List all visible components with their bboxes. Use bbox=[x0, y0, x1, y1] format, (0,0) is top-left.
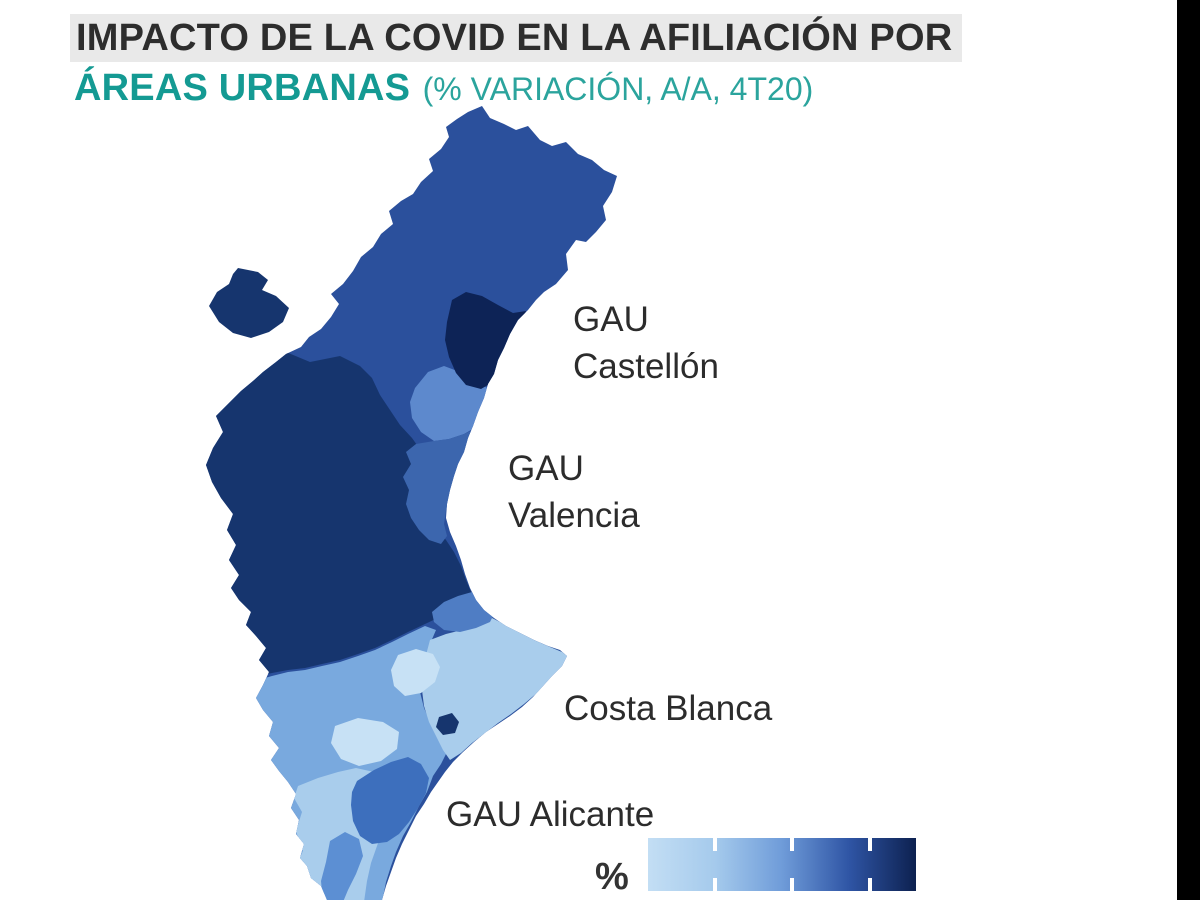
region-ademuz-exclave bbox=[209, 268, 289, 338]
region-south-tip-medium bbox=[321, 832, 363, 900]
legend-colorbar bbox=[648, 838, 916, 891]
page-subtitle: ÁREAS URBANAS (% VARIACIÓN, A/A, 4T20) bbox=[74, 68, 813, 116]
label-line: Castellón bbox=[573, 347, 719, 386]
label-line: GAU bbox=[573, 300, 649, 339]
subtitle-bold-text: ÁREAS URBANAS bbox=[74, 67, 411, 109]
label-gau-valencia: GAU Valencia bbox=[508, 445, 640, 539]
region-pale-patch-inland bbox=[331, 718, 399, 766]
region-valencia-interior bbox=[206, 352, 474, 712]
label-line: Costa Blanca bbox=[564, 689, 773, 728]
legend-gradient-bar bbox=[648, 838, 916, 891]
region-costa-blanca bbox=[422, 618, 570, 760]
region-dark-dot bbox=[436, 713, 459, 735]
legend-tick-bottom-3 bbox=[868, 878, 872, 891]
legend-tick-top-3 bbox=[868, 838, 872, 851]
label-gau-alicante: GAU Alicante bbox=[446, 791, 654, 838]
label-line: GAU bbox=[508, 449, 584, 488]
legend-unit-label: % bbox=[595, 856, 629, 898]
region-gau-valencia bbox=[403, 430, 479, 544]
label-line: GAU Alicante bbox=[446, 795, 655, 834]
right-edge-bar bbox=[1177, 0, 1200, 900]
page-title: IMPACTO DE LA COVID EN LA AFILIACIÓN POR bbox=[70, 14, 963, 62]
region-gau-castellon bbox=[445, 292, 526, 389]
region-pale-patch-coast bbox=[391, 649, 440, 696]
legend-tick-top-2 bbox=[790, 838, 794, 851]
subtitle-note-text: (% VARIACIÓN, A/A, 4T20) bbox=[422, 71, 814, 107]
legend-tick-top-1 bbox=[713, 838, 717, 851]
region-gau-alicante bbox=[351, 757, 429, 844]
legend-tick-bottom-2 bbox=[790, 878, 794, 891]
label-costa-blanca: Costa Blanca bbox=[564, 685, 772, 732]
label-line: Valencia bbox=[508, 496, 640, 535]
label-gau-castellon: GAU Castellón bbox=[573, 296, 719, 390]
legend-tick-bottom-1 bbox=[713, 878, 717, 891]
